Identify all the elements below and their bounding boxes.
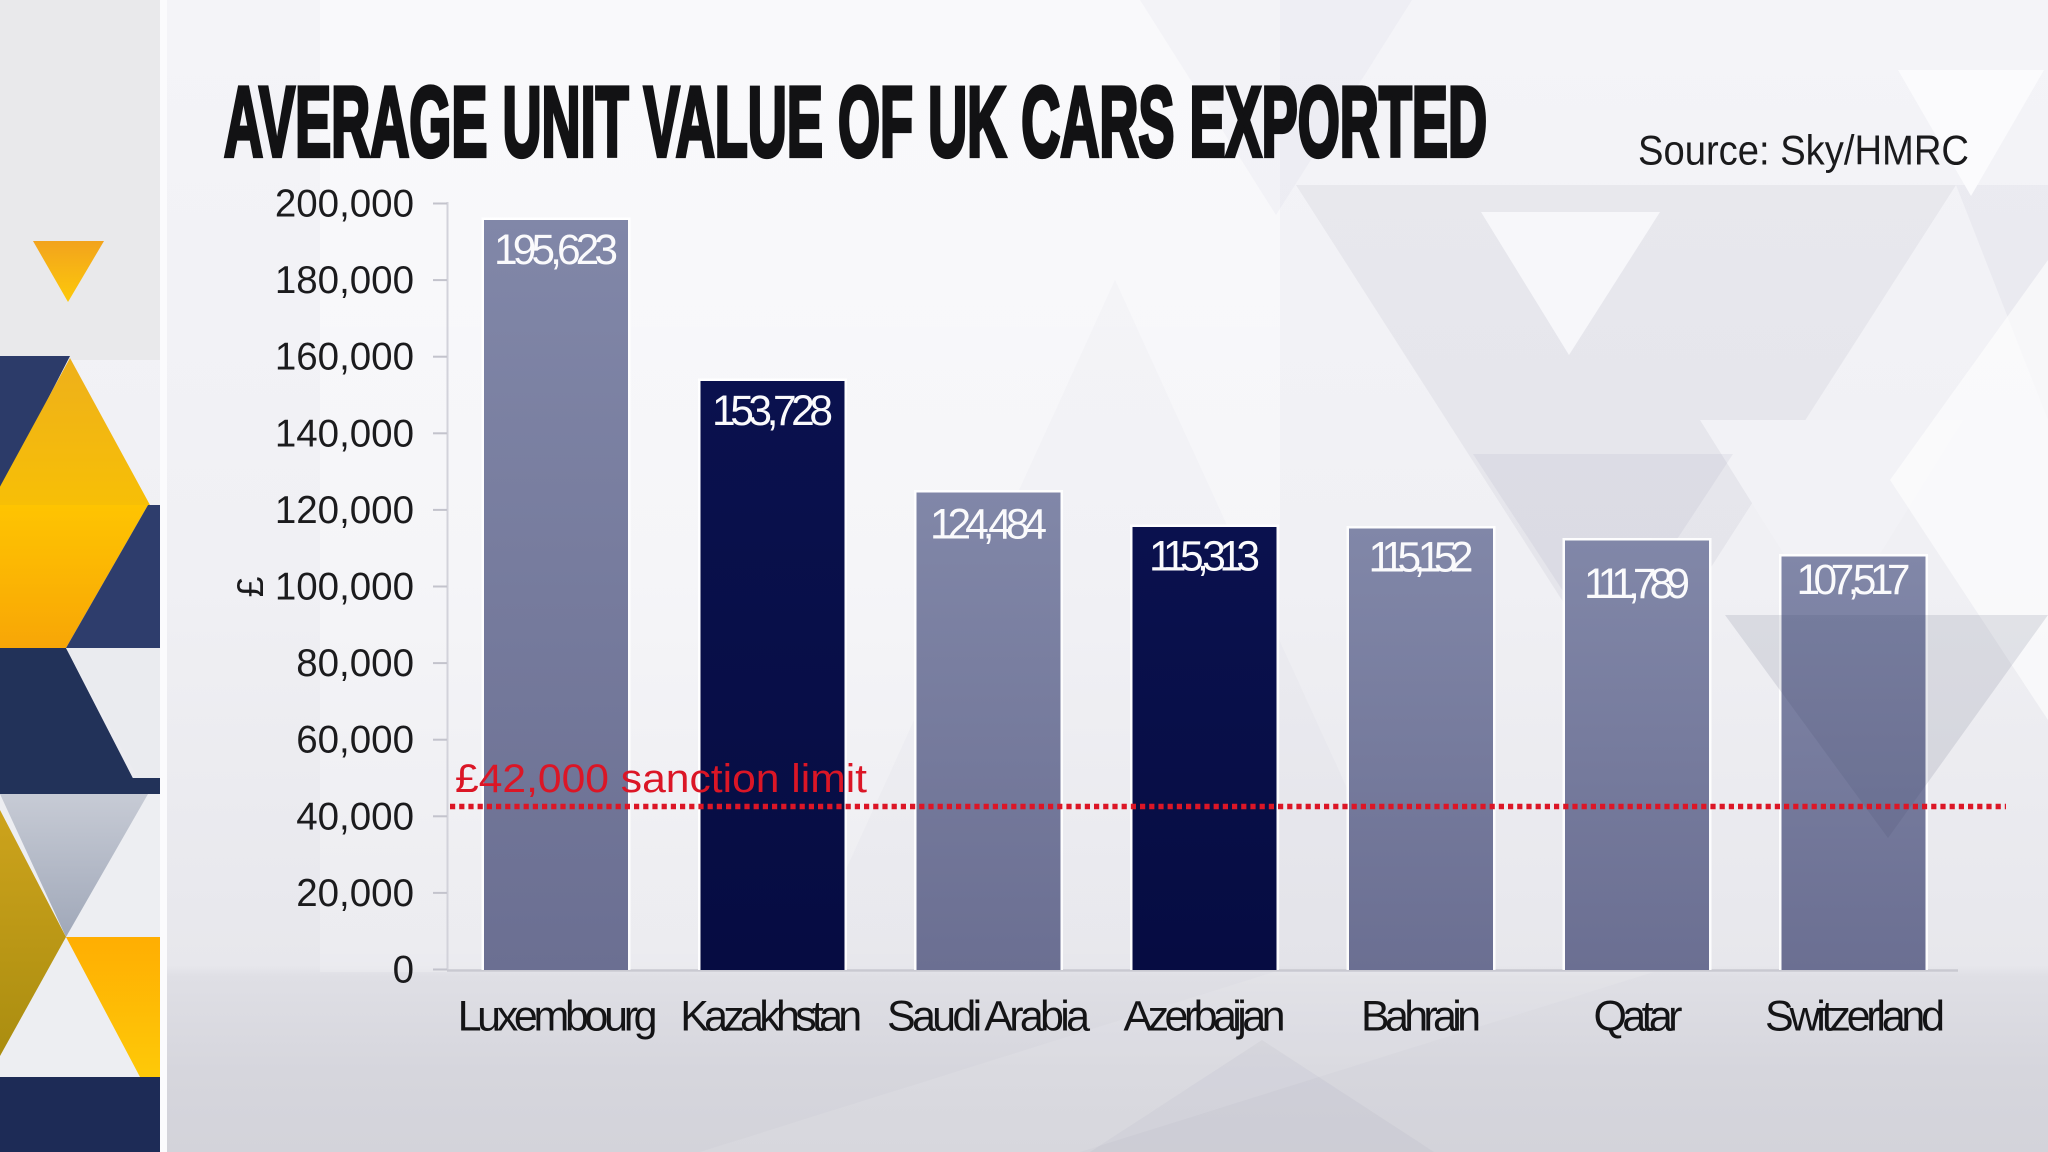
svg-text:Kazakhstan: Kazakhstan <box>680 993 862 1041</box>
svg-text:Switzerland: Switzerland <box>1765 993 1945 1041</box>
svg-text:40,000: 40,000 <box>296 795 414 838</box>
svg-text:0: 0 <box>393 949 414 992</box>
svg-text:124,484: 124,484 <box>930 502 1047 549</box>
svg-text:Saudi Arabia: Saudi Arabia <box>887 993 1090 1041</box>
svg-text:£42,000 sanction limit: £42,000 sanction limit <box>455 757 867 801</box>
svg-text:107,517: 107,517 <box>1797 557 1911 604</box>
svg-text:Azerbaijan: Azerbaijan <box>1124 993 1286 1041</box>
svg-text:140,000: 140,000 <box>275 412 414 455</box>
svg-text:Bahrain: Bahrain <box>1361 993 1481 1041</box>
svg-text:195,623: 195,623 <box>494 227 618 274</box>
svg-text:111,789: 111,789 <box>1584 561 1690 608</box>
svg-text:120,000: 120,000 <box>275 489 414 532</box>
svg-text:60,000: 60,000 <box>296 719 414 762</box>
svg-text:Qatar: Qatar <box>1594 993 1683 1041</box>
svg-text:160,000: 160,000 <box>275 336 414 379</box>
svg-text:115,313: 115,313 <box>1149 534 1260 581</box>
svg-text:AVERAGE UNIT VALUE OF UK CARS: AVERAGE UNIT VALUE OF UK CARS EXPORTED <box>224 66 1487 177</box>
svg-text:80,000: 80,000 <box>296 642 414 685</box>
svg-text:180,000: 180,000 <box>275 259 414 302</box>
svg-text:Source: Sky/HMRC: Source: Sky/HMRC <box>1638 127 1969 174</box>
svg-text:100,000: 100,000 <box>275 566 414 609</box>
svg-text:20,000: 20,000 <box>296 872 414 915</box>
svg-text:200,000: 200,000 <box>275 183 414 226</box>
svg-text:115,152: 115,152 <box>1369 535 1474 582</box>
svg-text:Luxembourg: Luxembourg <box>458 993 658 1041</box>
svg-text:153,728: 153,728 <box>712 388 833 435</box>
svg-text:£: £ <box>230 577 271 598</box>
